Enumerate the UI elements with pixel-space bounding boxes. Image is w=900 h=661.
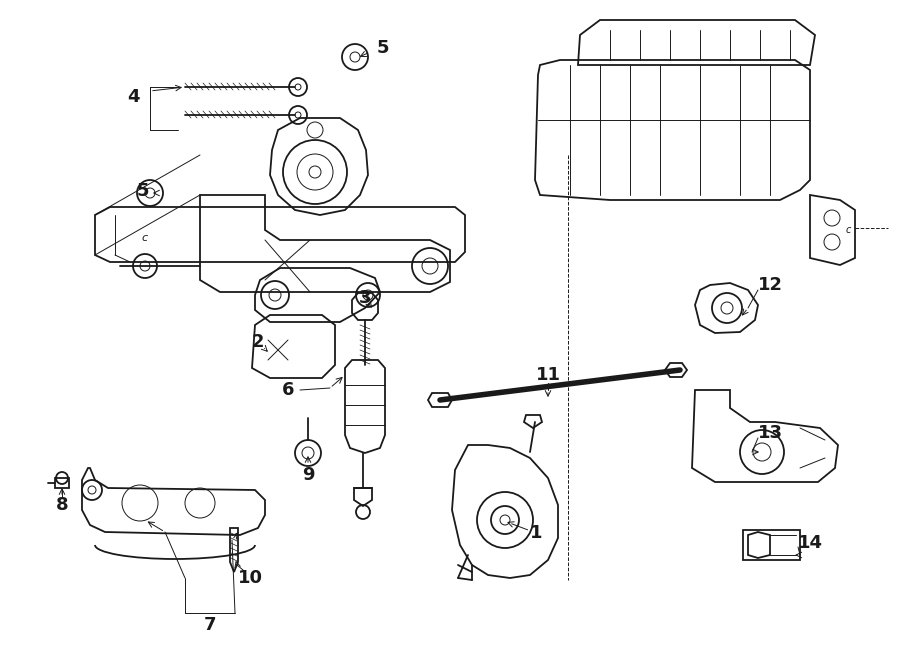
Text: 11: 11 [536, 366, 561, 384]
Polygon shape [428, 393, 452, 407]
Text: 5: 5 [137, 182, 149, 200]
Text: 10: 10 [238, 569, 263, 587]
Text: 6: 6 [282, 381, 294, 399]
Text: 13: 13 [758, 424, 782, 442]
Text: 14: 14 [797, 534, 823, 552]
Text: 8: 8 [56, 496, 68, 514]
Text: 2: 2 [252, 333, 265, 351]
Text: c: c [142, 233, 148, 243]
Text: 3: 3 [359, 289, 371, 307]
Text: 7: 7 [203, 616, 216, 634]
Text: 9: 9 [302, 466, 314, 484]
Text: 4: 4 [127, 88, 140, 106]
Text: 12: 12 [758, 276, 782, 294]
Polygon shape [665, 363, 687, 377]
Text: c: c [845, 225, 850, 235]
Text: 1: 1 [530, 524, 542, 542]
Text: 5: 5 [377, 39, 389, 57]
